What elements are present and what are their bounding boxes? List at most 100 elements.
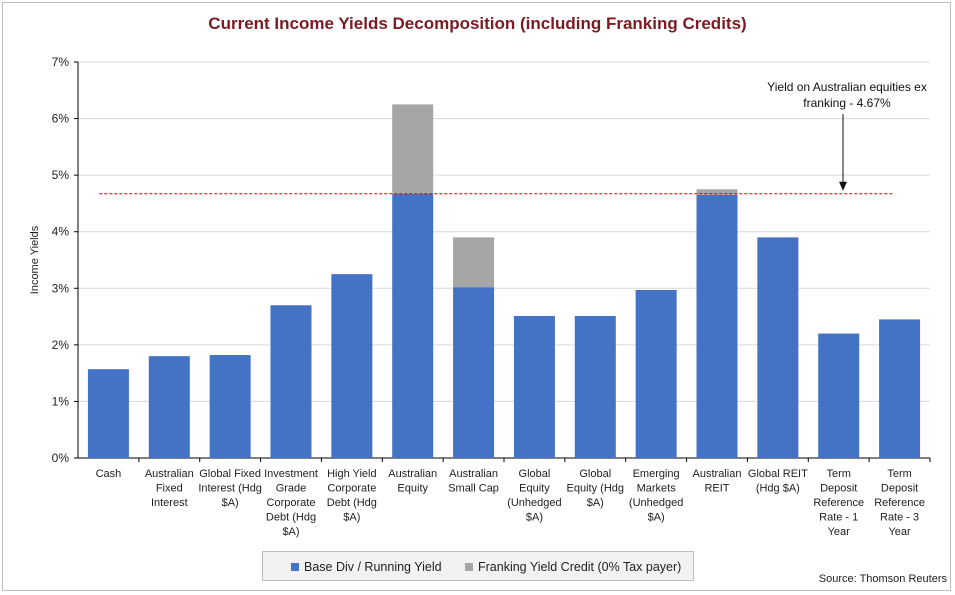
x-tick-label-line: Rate - 3 bbox=[880, 512, 919, 524]
bar-base-yield bbox=[818, 333, 860, 458]
source-note: Source: Thomson Reuters bbox=[818, 573, 947, 585]
chart-title: Current Income Yields Decomposition (inc… bbox=[208, 14, 747, 33]
x-tick-label-line: Global bbox=[579, 468, 611, 480]
y-tick-label: 2% bbox=[52, 338, 70, 352]
x-tick-label-line: $A) bbox=[343, 512, 360, 524]
x-tick-label-line: Australian bbox=[145, 468, 194, 480]
x-tick-label-line: Small Cap bbox=[448, 483, 499, 495]
x-tick-label-line: Fixed bbox=[156, 483, 183, 495]
x-tick-label: Australian Fixed Interest bbox=[145, 468, 194, 509]
x-tick-label: Term Deposit Reference Rate - 3 Year bbox=[874, 468, 925, 538]
x-tick-label-line: (Unhedged bbox=[629, 497, 683, 509]
annotation-arrow-head bbox=[839, 181, 847, 191]
x-tick-label: Australian REIT bbox=[693, 468, 742, 495]
bar-base-yield bbox=[696, 194, 738, 458]
x-tick-label-line: Global bbox=[519, 468, 551, 480]
y-tick-label: 0% bbox=[52, 451, 70, 465]
bar-base-yield bbox=[574, 316, 616, 458]
y-tick-label: 5% bbox=[52, 168, 70, 182]
x-tick-label-line: Equity bbox=[397, 483, 428, 495]
legend-label-franking: Franking Yield Credit (0% Tax payer) bbox=[478, 560, 682, 574]
legend-swatch-base bbox=[291, 563, 299, 571]
x-tick-label-line: REIT bbox=[704, 483, 729, 495]
annotation-text: Yield on Australian equities ex franking … bbox=[767, 80, 927, 110]
x-tick-label-line: Australian bbox=[693, 468, 742, 480]
x-tick-label-line: Term bbox=[826, 468, 850, 480]
x-tick-label: High Yield Corporate Debt (Hdg $A) bbox=[327, 468, 377, 524]
x-tick-label-line: Term bbox=[887, 468, 911, 480]
x-tick-label-line: Equity (Hdg bbox=[567, 483, 624, 495]
bar-base-yield bbox=[453, 287, 495, 458]
legend-item-base: Base Div / Running Yield bbox=[291, 560, 442, 574]
x-tick-label: Term Deposit Reference Rate - 1 Year bbox=[813, 468, 864, 538]
bar-franking-credit bbox=[453, 237, 495, 288]
x-tick-label-line: $A) bbox=[526, 512, 543, 524]
bar-franking-credit bbox=[392, 104, 434, 194]
x-tick-label-line: (Unhedged bbox=[507, 497, 561, 509]
x-tick-label-line: $A) bbox=[282, 526, 299, 538]
x-tick-label-line: Investment bbox=[264, 468, 318, 480]
x-tick-label-line: Australian bbox=[388, 468, 437, 480]
x-tick-label-line: Year bbox=[828, 526, 851, 538]
x-tick-label: Australian Equity bbox=[388, 468, 437, 495]
x-tick-label: Australian Small Cap bbox=[448, 468, 499, 495]
x-tick-label: Global REIT (Hdg $A) bbox=[748, 468, 808, 495]
bar-franking-credit bbox=[696, 189, 738, 195]
x-tick-label-line: Equity bbox=[519, 483, 550, 495]
y-axis-label: Income Yields bbox=[29, 225, 41, 294]
y-tick-label: 7% bbox=[52, 55, 70, 69]
bar-base-yield bbox=[513, 316, 555, 458]
x-tick-label: Emerging Markets (Unhedged $A) bbox=[629, 468, 683, 524]
bar-base-yield bbox=[209, 355, 251, 458]
y-tick-label: 1% bbox=[52, 394, 70, 408]
x-tick-label-line: High Yield bbox=[327, 468, 377, 480]
y-tick-label: 6% bbox=[52, 112, 70, 126]
legend: Base Div / Running Yield Franking Yield … bbox=[262, 551, 694, 581]
annotation-line: Yield on Australian equities ex bbox=[767, 80, 927, 94]
x-tick-label-line: Interest (Hdg bbox=[198, 483, 262, 495]
legend-label-base: Base Div / Running Yield bbox=[304, 560, 442, 574]
x-tick-label-line: $A) bbox=[587, 497, 604, 509]
x-tick-label-line: Deposit bbox=[820, 483, 857, 495]
plot-area bbox=[78, 62, 930, 458]
bar-base-yield bbox=[148, 356, 190, 458]
x-tick-label-line: Rate - 1 bbox=[819, 512, 858, 524]
x-tick-label-line: Reference bbox=[813, 497, 864, 509]
x-tick-label-line: Global REIT bbox=[748, 468, 808, 480]
x-tick-label: Global Fixed Interest (Hdg $A) bbox=[198, 468, 262, 509]
y-tick-label: 3% bbox=[52, 281, 70, 295]
bar-base-yield bbox=[757, 237, 799, 458]
x-tick-label: Global Equity (Unhedged $A) bbox=[507, 468, 561, 524]
x-tick-label-line: Australian bbox=[449, 468, 498, 480]
x-tick-label: Investment Grade Corporate Debt (Hdg $A) bbox=[264, 468, 318, 538]
x-tick-label-line: Debt (Hdg bbox=[327, 497, 377, 509]
x-tick-label-line: Deposit bbox=[881, 483, 918, 495]
x-tick-label: Global Equity (Hdg $A) bbox=[567, 468, 624, 509]
bar-base-yield bbox=[392, 193, 434, 458]
legend-item-franking: Franking Yield Credit (0% Tax payer) bbox=[465, 560, 681, 574]
x-tick-label-line: Interest bbox=[151, 497, 188, 509]
bar-base-yield bbox=[635, 289, 677, 458]
x-tick-label-line: Emerging bbox=[633, 468, 680, 480]
x-tick-label-line: Debt (Hdg bbox=[266, 512, 316, 524]
annotation-line: franking - 4.67% bbox=[803, 96, 891, 110]
x-tick-label-line: (Hdg $A) bbox=[756, 483, 800, 495]
x-tick-label-line: Year bbox=[888, 526, 911, 538]
x-tick-label: Cash bbox=[96, 468, 122, 480]
x-tick-label-line: $A) bbox=[648, 512, 665, 524]
x-tick-label-line: Global Fixed bbox=[199, 468, 261, 480]
x-tick-label-line: Reference bbox=[874, 497, 925, 509]
x-tick-label-line: Corporate bbox=[327, 483, 376, 495]
x-tick-label-line: $A) bbox=[222, 497, 239, 509]
bar-base-yield bbox=[87, 369, 129, 458]
bar-base-yield bbox=[331, 274, 373, 458]
x-tick-label-line: Cash bbox=[96, 468, 122, 480]
bar-base-yield bbox=[270, 305, 312, 458]
bar-base-yield bbox=[879, 319, 921, 458]
y-tick-label: 4% bbox=[52, 225, 70, 239]
x-tick-label-line: Corporate bbox=[267, 497, 316, 509]
x-tick-label-line: Markets bbox=[637, 483, 677, 495]
legend-swatch-franking bbox=[465, 563, 473, 571]
